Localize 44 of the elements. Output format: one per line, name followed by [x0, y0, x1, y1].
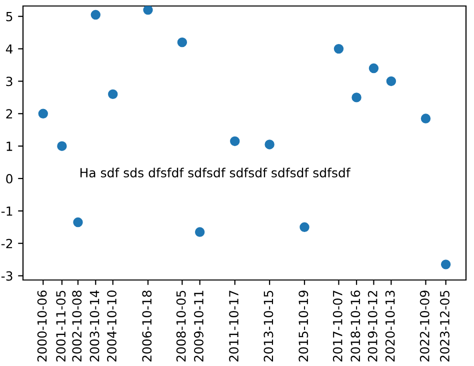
- x-tick-label: 2009-10-11: [194, 290, 204, 362]
- point: [334, 44, 344, 54]
- point: [386, 76, 396, 86]
- x-tick-label: 2019-10-12: [368, 290, 378, 362]
- x-tick-label: 2006-10-18: [142, 290, 152, 362]
- annotation: Ha sdf sds dfsfdf sdfsdf sdfsdf sdfsdf sdfsdf: [80, 168, 351, 178]
- x-tick-label: 2022-10-09: [420, 290, 430, 362]
- point: [368, 63, 379, 74]
- y-tick-label: 5: [6, 12, 12, 22]
- x-tick-label: 2001-11-05: [56, 290, 66, 362]
- point: [230, 136, 240, 146]
- point: [143, 6, 153, 15]
- x-tick-label: 2023-12-05: [440, 290, 450, 362]
- point: [300, 222, 310, 232]
- x-tick-label: 2015-10-19: [298, 290, 308, 362]
- point: [57, 141, 67, 151]
- point: [194, 227, 205, 237]
- y-tick-label: 3: [6, 76, 12, 86]
- x-tick-label: 2002-10-08: [72, 290, 82, 362]
- y-tick-label: 2: [6, 109, 12, 118]
- point: [108, 89, 118, 100]
- point: [440, 260, 451, 270]
- point: [177, 37, 188, 48]
- point: [352, 92, 362, 102]
- point: [38, 108, 48, 119]
- point: [264, 140, 274, 150]
- point: [90, 10, 100, 20]
- x-tick-label: 2020-10-13: [385, 290, 395, 362]
- x-tick-label: 2011-10-17: [229, 290, 238, 362]
- x-tick-label: 2018-10-16: [350, 290, 360, 362]
- y-tick-label: 1: [6, 142, 12, 151]
- y-tick-label: -3: [1, 271, 12, 281]
- point: [73, 217, 83, 228]
- x-tick-label: 2003-10-14: [90, 290, 100, 362]
- x-tick-label: 2004-10-10: [107, 290, 116, 362]
- y-tick-label: 4: [6, 44, 13, 54]
- y-tick-label: -1: [1, 206, 12, 216]
- x-tick-label: 2000-10-06: [37, 290, 47, 362]
- x-tick-label: 2017-10-07: [332, 290, 342, 362]
- y-tick-label: 0: [6, 174, 12, 184]
- x-tick-label: 2008-10-05: [176, 290, 186, 362]
- point: [420, 114, 431, 124]
- x-tick-label: 2013-10-15: [264, 290, 274, 362]
- y-tick-label: -2: [1, 238, 12, 248]
